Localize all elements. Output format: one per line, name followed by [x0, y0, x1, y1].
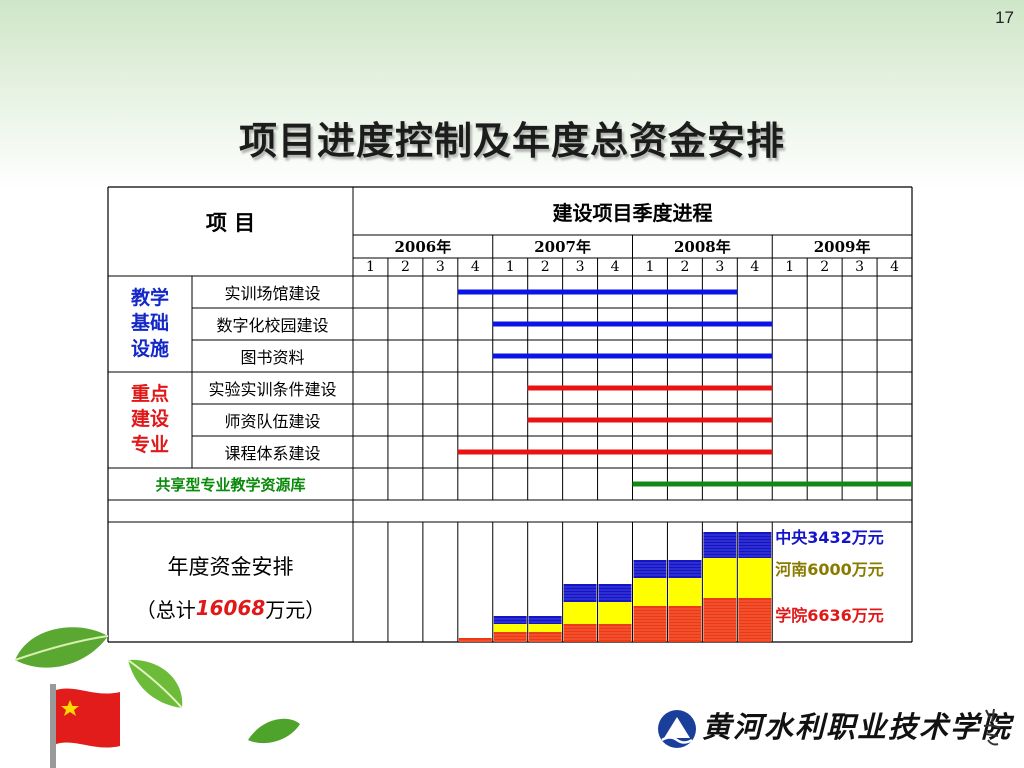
funding-bar-central [703, 532, 737, 558]
funding-bar-central [493, 616, 527, 624]
funding-bar-college [703, 598, 737, 642]
quarter-label: 1 [645, 259, 655, 275]
header-item: 项 目 [205, 210, 256, 235]
funding-total: （总计 16068 万元） [108, 588, 353, 628]
quarter-label: 4 [470, 259, 480, 275]
schedule-bar [632, 481, 912, 487]
funding-bar-central [528, 616, 562, 624]
leaf-icon [248, 718, 300, 744]
funding-legend-item: 河南6000万元 [775, 560, 884, 579]
quarter-label: 4 [890, 259, 899, 275]
header-progress: 建设项目季度进程 [552, 200, 713, 225]
quarter-label: 2 [540, 259, 550, 275]
quarter-label: 4 [610, 259, 620, 275]
row-label: 课程体系建设 [224, 444, 321, 463]
flag-icon [50, 684, 120, 768]
quarter-label: 1 [366, 259, 375, 275]
schedule-bar [527, 417, 773, 423]
year-label: 2008年 [674, 238, 731, 256]
school-name: 黄河水利职业技术学院 [702, 710, 1013, 744]
row-label: 实训场馆建设 [224, 284, 321, 303]
funding-bar-henan [563, 602, 597, 624]
schedule-bar [457, 449, 773, 455]
funding-bar-central [563, 584, 597, 602]
funding-bar-central [598, 584, 632, 602]
funding-bar-college [493, 632, 527, 642]
row-label: 图书资料 [240, 348, 305, 367]
funding-bar-college [668, 606, 702, 642]
funding-total-prefix: （总计 [135, 597, 196, 622]
row-label: 实验实训条件建设 [208, 380, 337, 399]
funding-total-suffix: 万元） [265, 597, 326, 622]
schedule-bar [457, 289, 738, 295]
funding-bar-central [738, 532, 772, 558]
funding-bar-central [633, 560, 667, 578]
year-label: 2009年 [813, 238, 871, 256]
funding-label: 年度资金安排 [167, 555, 294, 579]
quarter-label: 2 [400, 259, 410, 275]
page-number: 17 [995, 8, 1014, 27]
quarter-label: 1 [505, 259, 515, 275]
funding-bar-henan [703, 558, 737, 598]
funding-bar-college [598, 624, 632, 642]
funding-total-value: 16068 [195, 596, 266, 620]
funding-bar-henan [598, 602, 632, 624]
leaf-icon [127, 659, 183, 709]
funding-legend-item: 中央3432万元 [775, 528, 884, 547]
group-label: 教学 基础 设施 [130, 286, 169, 360]
funding-bar-college [563, 624, 597, 642]
funding-legend-item: 学院6636万元 [775, 606, 884, 625]
quarter-label: 3 [435, 259, 445, 275]
group-label: 重点 建设 专业 [130, 382, 169, 456]
funding-bar-college [458, 638, 492, 642]
quarter-label: 2 [820, 259, 830, 275]
table-background [108, 187, 912, 642]
funding-bar-henan [668, 578, 702, 606]
funding-bar-henan [493, 624, 527, 632]
row-label: 师资队伍建设 [224, 412, 321, 431]
schedule-bar [492, 321, 773, 327]
quarter-label: 3 [575, 259, 585, 275]
funding-bar-henan [633, 578, 667, 606]
decoration [14, 627, 300, 768]
quarter-label: 2 [680, 259, 690, 275]
funding-bar-college [738, 598, 772, 642]
funding-bar-henan [738, 558, 772, 598]
year-label: 2007年 [534, 238, 591, 256]
funding-bar-college [633, 606, 667, 642]
funding-bar-henan [528, 624, 562, 632]
leaf-icon [14, 627, 109, 668]
funding-bar-college [528, 632, 562, 642]
quarter-label: 4 [750, 259, 760, 275]
emblem-icon [658, 710, 696, 748]
year-label: 2006年 [394, 238, 452, 256]
slide-title: 项目进度控制及年度总资金安排 [238, 119, 785, 163]
calligraphy-seal [983, 708, 1001, 746]
quarter-label: 3 [715, 259, 725, 275]
row-label: 数字化校园建设 [216, 316, 329, 335]
funding-bar-central [668, 560, 702, 578]
quarter-label: 3 [855, 259, 865, 275]
schedule-bar [527, 385, 773, 391]
quarter-label: 1 [785, 259, 795, 275]
shared-row-label: 共享型专业教学资源库 [155, 475, 306, 494]
schedule-bar [492, 353, 773, 359]
